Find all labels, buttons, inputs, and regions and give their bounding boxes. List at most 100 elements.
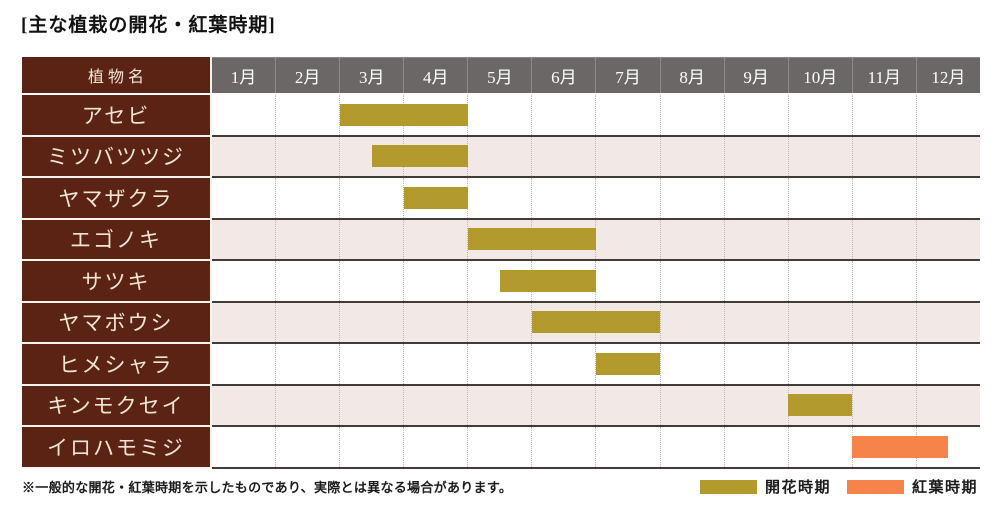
month-header-1: 1月	[230, 68, 257, 87]
month-header-10: 10月	[787, 58, 852, 93]
month-grid-cell	[403, 385, 467, 425]
month-grid-cell	[339, 219, 403, 259]
bloom-period-bar	[468, 228, 596, 251]
month-grid-cell	[851, 95, 916, 135]
plant-name-cell: イロハモミジ	[22, 427, 212, 469]
month-grid-cell	[723, 95, 788, 135]
table-row: エゴノキ	[22, 219, 980, 261]
month-header-5: 5月	[467, 58, 531, 93]
month-header-4: 4月	[403, 58, 467, 93]
month-grid-cell	[275, 385, 339, 425]
month-grid-cell	[275, 427, 339, 467]
table-header-row: 植物名 1月 2月 3月 4月 5月 6月 7月 8月 9月 10月 11月 12月	[22, 57, 980, 93]
month-grid-cell	[339, 95, 403, 135]
timeline-cell	[212, 427, 980, 469]
month-grid-cell	[531, 95, 595, 135]
page-title: [主な植栽の開花・紅葉時期]	[21, 15, 276, 36]
bloom-period-bar	[372, 145, 468, 168]
month-grid	[212, 95, 980, 135]
month-grid-cell	[851, 261, 916, 301]
plant-name-cell: キンモクセイ	[22, 385, 212, 427]
months-header: 1月 2月 3月 4月 5月 6月 7月 8月 9月 10月 11月 12月	[212, 57, 980, 93]
month-grid	[212, 219, 980, 260]
month-grid-cell	[467, 427, 531, 467]
month-grid-cell	[212, 220, 275, 260]
table-row: キンモクセイ	[22, 385, 980, 427]
legend-item-bloom: 開花時期	[700, 476, 831, 497]
foliage-period-bar	[852, 435, 948, 458]
month-header-12: 12月	[915, 58, 980, 93]
month-grid-cell	[659, 219, 724, 259]
month-grid-cell	[339, 385, 403, 425]
month-grid-cell	[723, 219, 788, 259]
bloom-period-bar	[340, 103, 468, 126]
month-grid-cell	[659, 261, 724, 301]
month-grid-cell	[659, 178, 724, 218]
month-grid-cell	[531, 385, 595, 425]
month-grid-cell	[787, 427, 852, 467]
month-grid-cell	[212, 261, 275, 301]
timeline-cell	[212, 385, 980, 427]
month-grid-cell	[851, 136, 916, 176]
month-grid-cell	[851, 178, 916, 218]
month-grid-cell	[659, 427, 724, 467]
plant-name-cell: ヤマザクラ	[22, 178, 212, 220]
month-grid-cell	[403, 302, 467, 342]
month-grid-cell	[339, 261, 403, 301]
bloom-period-bar	[500, 269, 596, 292]
month-grid-cell	[787, 261, 852, 301]
month-grid-cell	[403, 178, 467, 218]
month-grid	[212, 302, 980, 343]
month-grid-cell	[787, 178, 852, 218]
month-grid-cell	[851, 219, 916, 259]
month-grid-cell	[595, 427, 659, 467]
month-grid-cell	[339, 136, 403, 176]
table-row: サツキ	[22, 261, 980, 303]
month-grid-cell	[915, 95, 980, 135]
month-grid-cell	[531, 136, 595, 176]
month-grid-cell	[339, 302, 403, 342]
month-grid-cell	[275, 261, 339, 301]
month-grid-cell	[915, 302, 980, 342]
month-grid-cell	[212, 178, 275, 218]
month-grid-cell	[212, 344, 275, 384]
plant-name-cell: ヤマボウシ	[22, 302, 212, 344]
month-grid-cell	[339, 344, 403, 384]
month-grid-cell	[467, 219, 531, 259]
month-grid-cell	[851, 344, 916, 384]
bloom-period-bar	[532, 311, 660, 334]
month-grid-cell	[595, 261, 659, 301]
month-grid-cell	[275, 219, 339, 259]
timeline-cell	[212, 261, 980, 303]
month-grid-cell	[339, 427, 403, 467]
month-grid-cell	[467, 261, 531, 301]
footnote: ※一般的な開花・紅葉時期を示したものであり、実際とは異なる場合があります。	[22, 480, 513, 495]
month-header-11: 11月	[851, 58, 916, 93]
month-grid-cell	[595, 178, 659, 218]
month-grid-cell	[275, 344, 339, 384]
plant-name-cell: ヒメシャラ	[22, 344, 212, 386]
month-header-6: 6月	[531, 58, 595, 93]
month-grid-cell	[787, 219, 852, 259]
month-grid-cell	[403, 427, 467, 467]
month-grid-cell	[403, 261, 467, 301]
table-row: ミツバツツジ	[22, 136, 980, 178]
month-grid-cell	[531, 427, 595, 467]
month-grid-cell	[467, 344, 531, 384]
month-grid-cell	[595, 136, 659, 176]
month-grid-cell	[467, 136, 531, 176]
month-grid-cell	[212, 303, 275, 343]
timeline-cell	[212, 302, 980, 344]
legend-item-foliage: 紅葉時期	[847, 476, 978, 497]
month-grid-cell	[212, 95, 275, 135]
month-grid-cell	[595, 95, 659, 135]
plant-name-cell: サツキ	[22, 261, 212, 303]
bloom-period-bar	[596, 352, 660, 375]
month-grid-cell	[659, 344, 724, 384]
month-header-8: 8月	[659, 58, 724, 93]
month-grid-cell	[723, 261, 788, 301]
planting-schedule-table: 植物名 1月 2月 3月 4月 5月 6月 7月 8月 9月 10月 11月 12月 アセビ ミツバツツ…	[22, 57, 980, 469]
bloom-period-bar	[404, 186, 468, 209]
month-grid	[212, 136, 980, 176]
